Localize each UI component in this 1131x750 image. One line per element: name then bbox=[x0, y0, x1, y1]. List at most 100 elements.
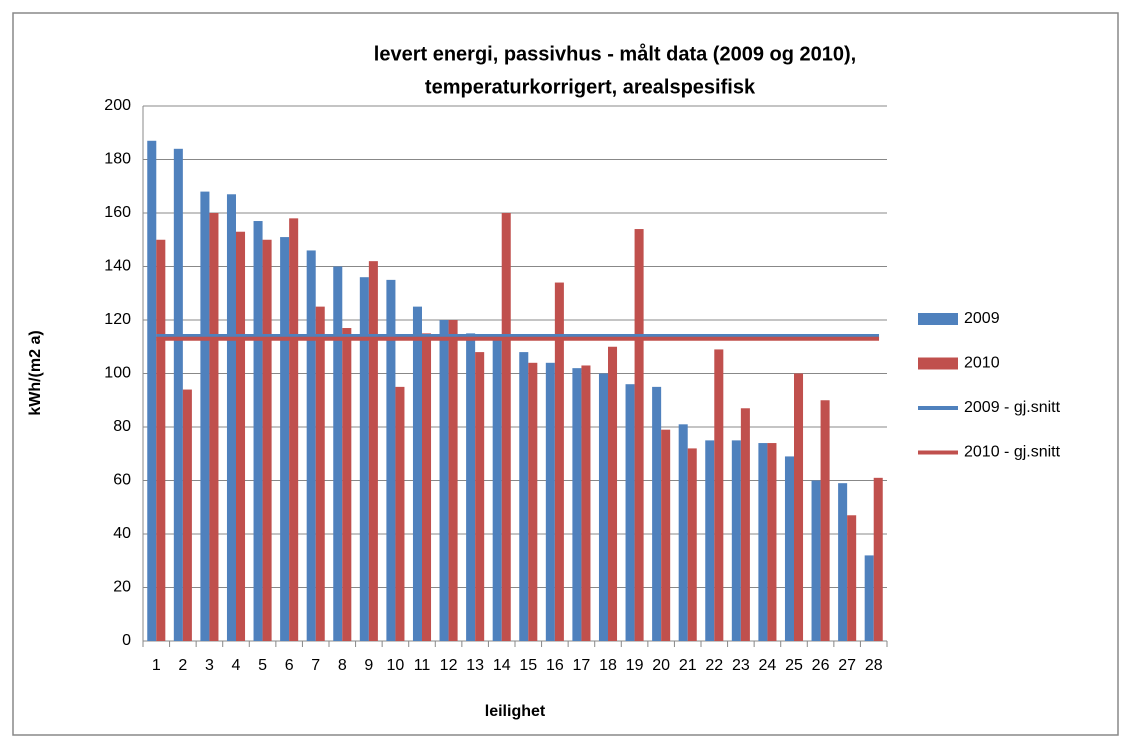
y-tick-label: 140 bbox=[104, 258, 131, 275]
y-tick-label: 80 bbox=[113, 418, 131, 435]
bar bbox=[847, 515, 857, 641]
legend-label: 2009 bbox=[964, 310, 1000, 327]
y-tick-label: 200 bbox=[104, 97, 131, 114]
bar bbox=[173, 148, 183, 642]
bar bbox=[838, 483, 848, 641]
bar bbox=[200, 191, 210, 641]
bar bbox=[581, 365, 591, 641]
bar bbox=[864, 555, 874, 641]
x-tick-label: 2 bbox=[178, 657, 187, 674]
bar bbox=[492, 338, 502, 641]
x-tick-label: 20 bbox=[652, 657, 670, 674]
bar bbox=[528, 362, 538, 641]
bar bbox=[342, 328, 352, 641]
bar bbox=[280, 237, 290, 641]
bar bbox=[156, 239, 166, 641]
legend-label: 2010 - gj.snitt bbox=[964, 444, 1061, 461]
bar bbox=[811, 480, 821, 641]
bar bbox=[262, 239, 272, 641]
x-tick-label: 16 bbox=[546, 657, 564, 674]
bar bbox=[625, 384, 635, 641]
bar bbox=[572, 368, 582, 641]
bar bbox=[784, 456, 794, 641]
bar bbox=[598, 373, 608, 641]
bar bbox=[634, 229, 644, 642]
x-tick-label: 22 bbox=[705, 657, 723, 674]
bar bbox=[687, 448, 697, 641]
x-tick-label: 12 bbox=[440, 657, 458, 674]
x-tick-label: 19 bbox=[626, 657, 644, 674]
x-tick-label: 8 bbox=[338, 657, 347, 674]
y-tick-label: 120 bbox=[104, 311, 131, 328]
legend-label: 2010 bbox=[964, 355, 1000, 372]
y-tick-label: 20 bbox=[113, 579, 131, 596]
x-tick-label: 11 bbox=[414, 657, 431, 674]
legend-label: 2009 - gj.snitt bbox=[964, 399, 1061, 416]
x-tick-label: 13 bbox=[466, 657, 484, 674]
bar bbox=[767, 443, 777, 641]
bar bbox=[740, 408, 750, 641]
bar bbox=[554, 282, 564, 641]
x-tick-label: 5 bbox=[258, 657, 267, 674]
x-tick-label: 23 bbox=[732, 657, 750, 674]
bar bbox=[714, 349, 724, 641]
x-tick-label: 3 bbox=[205, 657, 214, 674]
bar bbox=[306, 250, 316, 641]
y-tick-label: 160 bbox=[104, 204, 131, 221]
bar bbox=[226, 194, 236, 641]
x-tick-label: 21 bbox=[679, 657, 697, 674]
bar bbox=[253, 221, 263, 641]
x-tick-label: 27 bbox=[838, 657, 856, 674]
bar bbox=[368, 261, 378, 641]
x-tick-label: 10 bbox=[387, 657, 405, 674]
bar bbox=[333, 266, 343, 641]
legend-swatch bbox=[918, 357, 958, 370]
x-tick-label: 4 bbox=[232, 657, 241, 674]
bar bbox=[289, 218, 299, 641]
bar bbox=[661, 429, 671, 641]
bar bbox=[758, 443, 768, 641]
y-tick-label: 0 bbox=[122, 632, 131, 649]
bar bbox=[422, 333, 432, 641]
bar bbox=[731, 440, 741, 641]
x-tick-label: 18 bbox=[599, 657, 617, 674]
bar bbox=[315, 306, 325, 641]
y-axis-title: kWh/(m2 a) bbox=[27, 330, 44, 415]
bar bbox=[820, 400, 830, 641]
bar bbox=[395, 386, 405, 641]
x-tick-label: 7 bbox=[311, 657, 320, 674]
legend-swatch bbox=[918, 313, 958, 325]
y-tick-label: 40 bbox=[113, 525, 131, 542]
x-tick-label: 25 bbox=[785, 657, 803, 674]
x-tick-label: 15 bbox=[519, 657, 537, 674]
bar bbox=[545, 362, 555, 641]
x-tick-label: 26 bbox=[812, 657, 830, 674]
x-tick-label: 9 bbox=[364, 657, 373, 674]
x-tick-label: 6 bbox=[285, 657, 294, 674]
x-axis-title: leilighet bbox=[485, 703, 546, 720]
bar bbox=[873, 477, 883, 641]
bar bbox=[652, 386, 662, 641]
bar bbox=[519, 352, 529, 641]
bar bbox=[794, 373, 804, 641]
bar bbox=[678, 424, 688, 641]
bar bbox=[359, 277, 369, 641]
x-tick-label: 24 bbox=[759, 657, 777, 674]
x-tick-label: 28 bbox=[865, 657, 883, 674]
y-tick-label: 60 bbox=[113, 472, 131, 489]
bar bbox=[386, 279, 396, 641]
y-tick-label: 180 bbox=[104, 151, 131, 168]
x-tick-label: 14 bbox=[493, 657, 511, 674]
bar bbox=[439, 320, 449, 641]
bar bbox=[236, 231, 246, 641]
bar bbox=[147, 140, 157, 641]
bar bbox=[448, 320, 458, 641]
chart-title: temperaturkorrigert, arealspesifisk bbox=[425, 76, 756, 98]
bar bbox=[209, 213, 219, 641]
bar bbox=[412, 306, 422, 641]
bar bbox=[608, 346, 618, 641]
bar bbox=[475, 352, 485, 641]
bar bbox=[501, 213, 511, 641]
